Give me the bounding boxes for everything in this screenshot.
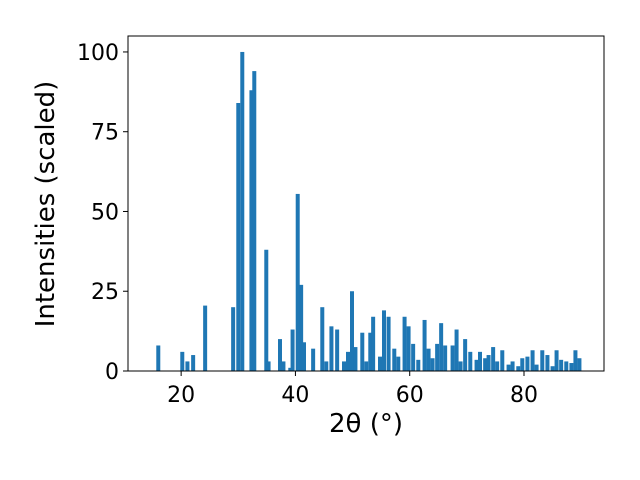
bar bbox=[443, 345, 448, 371]
bar bbox=[156, 345, 161, 371]
x-tick-label: 20 bbox=[167, 383, 195, 408]
bar bbox=[474, 359, 479, 371]
bar bbox=[320, 307, 325, 371]
bar bbox=[406, 326, 411, 371]
bar bbox=[416, 359, 421, 371]
bar bbox=[564, 361, 569, 371]
bar bbox=[483, 358, 488, 371]
bar bbox=[278, 339, 282, 371]
x-axis-label: 2θ (°) bbox=[329, 409, 403, 439]
bar bbox=[468, 351, 473, 371]
bar bbox=[478, 351, 482, 371]
bar bbox=[288, 367, 293, 371]
bar bbox=[382, 310, 386, 371]
bar bbox=[525, 356, 530, 371]
y-tick-label: 25 bbox=[91, 280, 119, 305]
y-axis-label: Intensities (scaled) bbox=[31, 81, 61, 328]
bar bbox=[360, 332, 365, 371]
bar bbox=[486, 355, 491, 371]
bar bbox=[266, 361, 271, 371]
bar bbox=[430, 358, 435, 371]
bar bbox=[516, 366, 521, 371]
y-tick-label: 75 bbox=[91, 121, 119, 146]
bar bbox=[520, 358, 525, 371]
bar bbox=[185, 361, 190, 371]
bar bbox=[422, 319, 427, 371]
bar bbox=[454, 329, 459, 371]
bar bbox=[534, 364, 539, 371]
bar bbox=[540, 350, 545, 371]
bar bbox=[281, 361, 286, 371]
bar bbox=[364, 361, 369, 371]
bar bbox=[324, 361, 329, 371]
bar bbox=[371, 316, 376, 371]
bar bbox=[491, 347, 496, 371]
bar bbox=[236, 103, 241, 371]
bar bbox=[353, 347, 358, 371]
bar bbox=[180, 351, 185, 371]
bar bbox=[311, 348, 316, 371]
bar bbox=[191, 355, 196, 371]
bar bbox=[396, 356, 401, 371]
y-tick-label: 100 bbox=[77, 41, 119, 66]
bar bbox=[299, 284, 304, 371]
bar bbox=[386, 316, 391, 371]
bar bbox=[577, 358, 582, 371]
bar bbox=[573, 350, 578, 371]
x-tick-label: 40 bbox=[281, 383, 309, 408]
bar bbox=[450, 345, 455, 371]
x-tick-label: 80 bbox=[510, 383, 538, 408]
bar bbox=[435, 343, 440, 371]
bar bbox=[252, 71, 257, 371]
bar bbox=[302, 342, 306, 371]
bar bbox=[342, 361, 346, 371]
bar bbox=[264, 249, 269, 371]
bar bbox=[569, 363, 574, 371]
bar bbox=[335, 329, 340, 371]
bar bbox=[249, 90, 254, 371]
bar bbox=[295, 193, 300, 371]
bar bbox=[559, 359, 564, 371]
bar bbox=[329, 326, 334, 371]
y-tick-label: 0 bbox=[105, 360, 119, 385]
bar bbox=[550, 366, 555, 371]
bar bbox=[463, 339, 468, 371]
bar bbox=[368, 332, 373, 371]
bar bbox=[506, 364, 511, 371]
plot-frame bbox=[127, 35, 605, 372]
bar bbox=[510, 361, 515, 371]
bar bbox=[378, 356, 382, 371]
bar bbox=[231, 307, 236, 371]
x-tick-label: 60 bbox=[396, 383, 424, 408]
bar bbox=[495, 361, 500, 371]
bar bbox=[203, 305, 208, 371]
bar bbox=[439, 323, 444, 371]
y-tick-label: 50 bbox=[91, 200, 119, 225]
bar bbox=[350, 291, 354, 371]
bar bbox=[545, 355, 550, 371]
bar bbox=[392, 348, 397, 371]
bar bbox=[500, 350, 505, 371]
bar bbox=[290, 329, 295, 371]
bar bbox=[240, 51, 245, 371]
bar bbox=[426, 348, 431, 371]
bar bbox=[402, 316, 407, 371]
bar bbox=[458, 361, 463, 371]
bar bbox=[346, 351, 350, 371]
bar bbox=[530, 350, 535, 371]
bar bbox=[554, 350, 559, 371]
bar bbox=[411, 343, 416, 371]
